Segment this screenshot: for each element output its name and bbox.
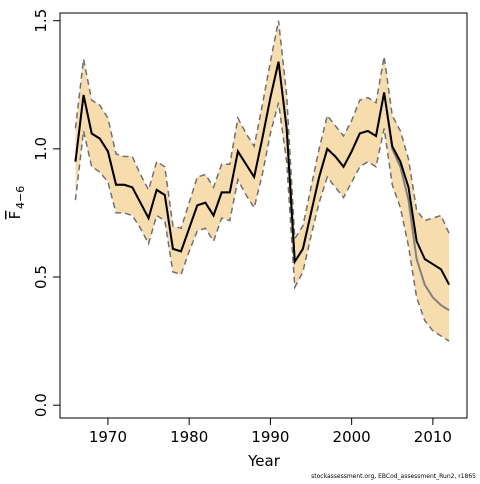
plot-frame (59, 12, 468, 419)
y-tick-label: 1.0 (32, 137, 50, 161)
band-edge (74, 102, 450, 342)
y-tick-label-group: 1.0 (32, 137, 50, 161)
footnote: stockassessment.org, EBCod_assessment_Ru… (311, 473, 476, 480)
y-axis-label-subscript: 4−6 (14, 186, 27, 209)
x-tick-label: 2010 (414, 428, 452, 446)
confidence-band (75, 20, 450, 342)
y-tick-label: 1.5 (32, 9, 50, 33)
x-tick-label: 1970 (89, 428, 127, 446)
x-tick-label: 1980 (170, 428, 208, 446)
y-tick-label-group: 0.0 (32, 393, 50, 417)
x-tick-label: 1990 (251, 428, 289, 446)
band-edge (74, 20, 450, 241)
x-tick-label: 2000 (333, 428, 371, 446)
x-axis-label: Year (247, 452, 281, 470)
y-axis-label: F (6, 211, 24, 220)
y-tick-label-group: 0.5 (32, 265, 50, 289)
y-tick-label-group: 1.5 (32, 9, 50, 33)
y-axis-label-group: F 4−6 (6, 186, 27, 220)
y-tick-label: 0.5 (32, 265, 50, 289)
series-line (74, 61, 451, 286)
y-tick-label: 0.0 (32, 393, 50, 417)
